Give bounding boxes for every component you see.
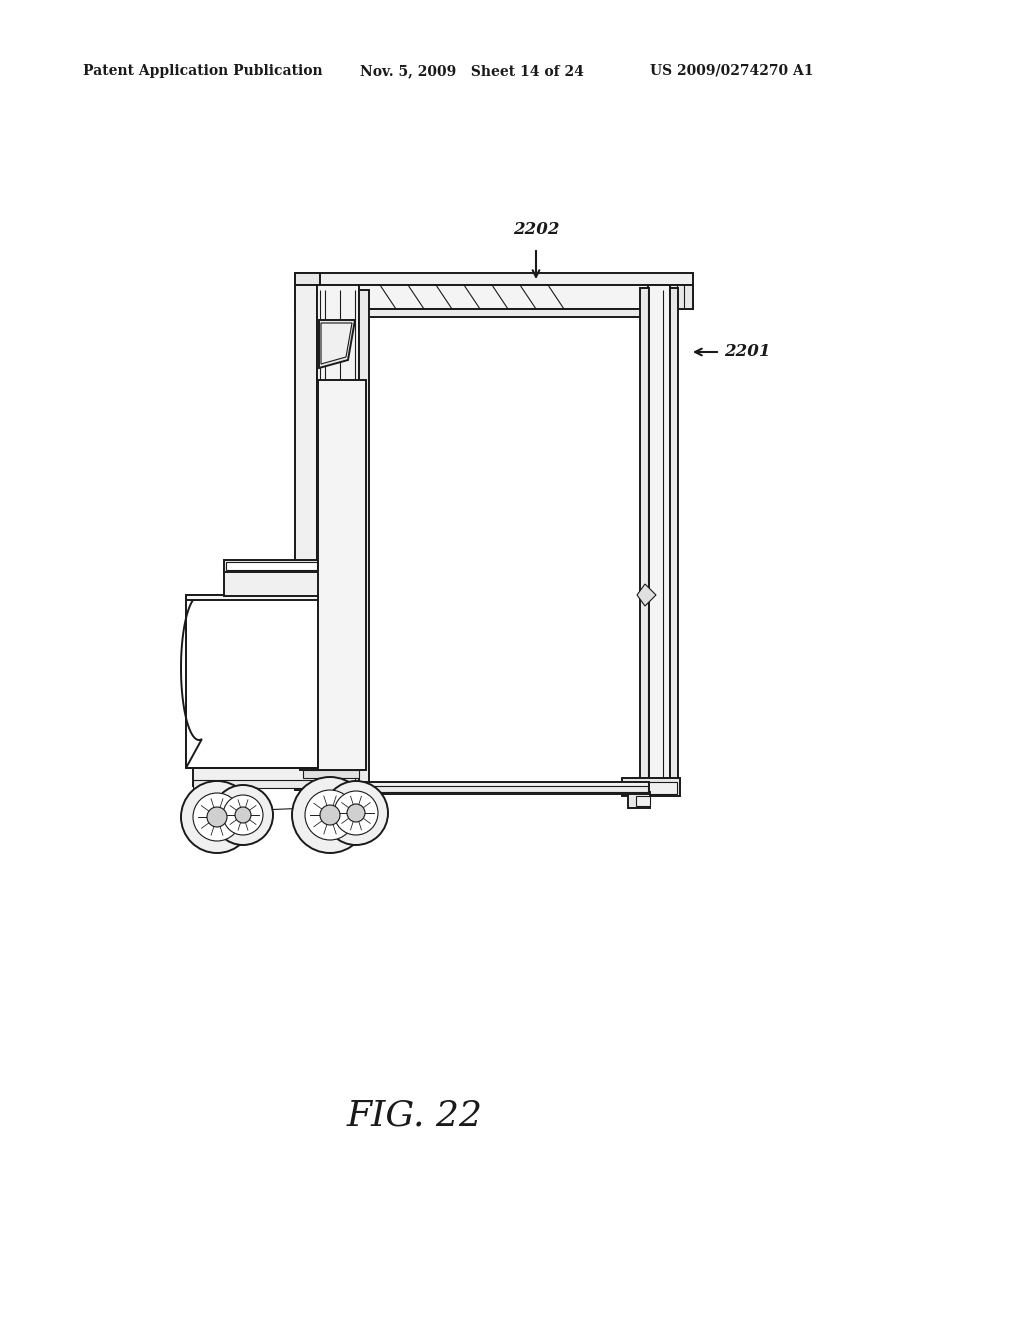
Text: 2201: 2201 (724, 343, 770, 360)
Polygon shape (319, 490, 356, 539)
Text: FIG. 22: FIG. 22 (347, 1098, 483, 1133)
Circle shape (193, 793, 241, 841)
Bar (660, 285, 693, 309)
Circle shape (347, 804, 365, 822)
Circle shape (234, 807, 251, 822)
Text: 2202: 2202 (513, 220, 559, 238)
Bar (319, 309, 670, 317)
Circle shape (207, 807, 227, 828)
Circle shape (223, 795, 263, 836)
Bar (622, 777, 680, 796)
Bar (186, 595, 318, 768)
Bar (640, 288, 649, 795)
Polygon shape (322, 492, 353, 535)
Bar (193, 768, 319, 785)
Bar (226, 562, 317, 570)
Bar (300, 760, 362, 770)
Bar (318, 380, 366, 770)
Bar (359, 290, 369, 789)
Circle shape (319, 805, 340, 825)
Bar (295, 285, 317, 789)
Bar (628, 792, 650, 808)
Text: Nov. 5, 2009   Sheet 14 of 24: Nov. 5, 2009 Sheet 14 of 24 (360, 63, 584, 78)
Bar (317, 285, 359, 789)
Text: US 2009/0274270 A1: US 2009/0274270 A1 (650, 63, 813, 78)
Bar (359, 781, 649, 795)
Bar (193, 780, 319, 788)
Bar (670, 288, 678, 795)
Bar (636, 796, 650, 807)
Circle shape (334, 791, 378, 836)
Circle shape (305, 789, 355, 840)
Polygon shape (186, 595, 318, 601)
Polygon shape (637, 583, 656, 606)
Bar (362, 785, 648, 792)
Circle shape (292, 777, 368, 853)
Polygon shape (181, 595, 202, 768)
Bar (303, 770, 359, 777)
Polygon shape (321, 323, 352, 364)
Text: Patent Application Publication: Patent Application Publication (83, 63, 323, 78)
Circle shape (181, 781, 253, 853)
Bar (648, 285, 670, 795)
Bar (295, 285, 693, 309)
Circle shape (213, 785, 273, 845)
Circle shape (324, 781, 388, 845)
Bar (224, 560, 319, 572)
Bar (224, 568, 319, 597)
Bar (295, 273, 693, 285)
Polygon shape (319, 319, 355, 368)
Bar (625, 781, 677, 795)
Bar (295, 285, 319, 309)
Bar (295, 273, 319, 285)
